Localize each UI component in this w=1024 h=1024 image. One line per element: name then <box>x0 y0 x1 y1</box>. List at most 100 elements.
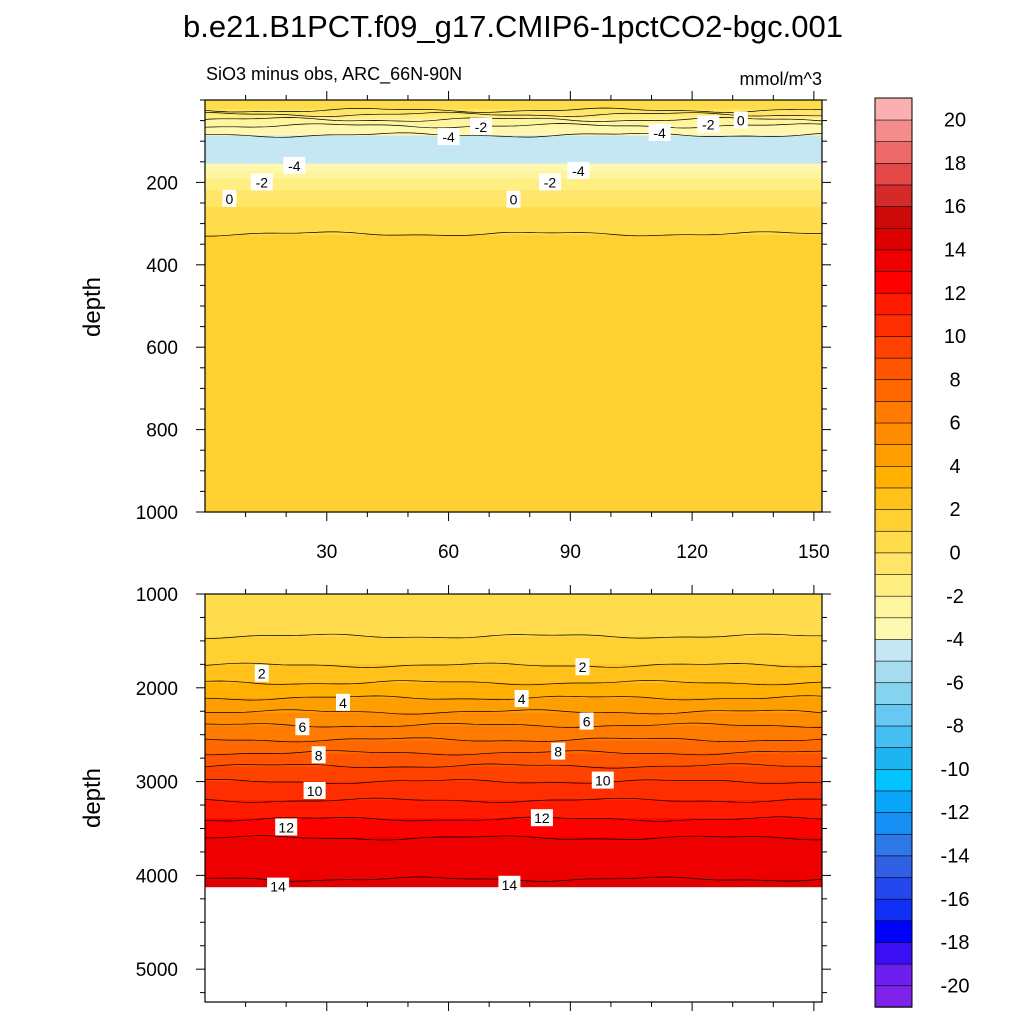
contour-band <box>205 857 822 860</box>
contour-band <box>205 425 822 429</box>
contour-band <box>205 169 822 172</box>
contour-band <box>205 296 822 300</box>
contour-band <box>205 675 822 679</box>
contour-label: 0 <box>510 192 518 208</box>
contour-label: -2 <box>544 174 557 190</box>
contour-band <box>205 422 822 425</box>
contour-label-box <box>295 718 310 736</box>
contour-band <box>205 823 822 827</box>
contour-label: 10 <box>307 783 323 799</box>
contour-band <box>205 180 822 183</box>
contour-band <box>205 640 822 643</box>
y-tick-label: 600 <box>146 338 178 359</box>
colorbar-swatch <box>874 811 913 835</box>
contour-band <box>205 330 822 333</box>
contour-band <box>205 423 822 427</box>
contour-band <box>205 684 822 688</box>
contour-band <box>205 371 822 375</box>
contour-band <box>205 382 822 386</box>
contour-band <box>205 341 822 345</box>
contour-band <box>205 320 822 324</box>
contour-band <box>205 785 822 788</box>
contour-band <box>205 418 822 421</box>
contour-band <box>205 762 822 766</box>
contour-band <box>205 478 822 481</box>
contour-band <box>205 268 822 272</box>
contour-band <box>205 113 822 116</box>
contour-band <box>205 410 822 414</box>
contour-band <box>205 304 822 307</box>
contour-label-box <box>551 742 566 760</box>
contour-band <box>205 500 822 504</box>
contour-band <box>205 167 822 170</box>
contour-band <box>205 666 822 669</box>
contour-band <box>205 798 822 801</box>
contour-band <box>205 493 822 496</box>
contour-band <box>205 820 822 823</box>
contour-band <box>205 508 822 511</box>
colorbar-swatch <box>874 292 913 316</box>
upper-axes: 30 60 90 120 150 200 400 600 800 1000 <box>136 91 831 563</box>
contour-band <box>205 395 822 399</box>
colorbar-swatch <box>874 530 913 554</box>
upper-contour-lines <box>204 107 823 237</box>
contour-band <box>205 105 822 109</box>
contour-band <box>205 629 822 632</box>
contour-band <box>205 455 822 459</box>
contour-band <box>205 736 822 740</box>
contour-label-box <box>283 156 306 174</box>
contour-band <box>205 291 822 294</box>
contour-band <box>205 872 822 875</box>
x-tick-label: 120 <box>676 542 708 563</box>
contour-band <box>205 165 822 169</box>
contour-band <box>205 632 822 636</box>
colorbar-swatch <box>874 140 913 164</box>
contour-band <box>205 379 822 382</box>
y-tick-label: 1000 <box>136 503 178 524</box>
contour-band <box>205 772 822 775</box>
contour-band <box>205 156 822 159</box>
contour-band <box>205 120 822 124</box>
colorbar-swatch <box>874 920 913 943</box>
contour-band <box>205 844 822 847</box>
contour-band <box>205 311 822 315</box>
contour-band <box>205 692 822 695</box>
contour-band <box>205 283 822 286</box>
contour-band <box>205 350 822 354</box>
colorbar-swatch <box>874 638 913 662</box>
colorbar-swatch <box>874 227 913 251</box>
contour-band <box>205 723 822 727</box>
contour-band <box>205 799 822 803</box>
contour-band <box>205 694 822 697</box>
contour-band <box>205 274 822 277</box>
colorbar-label: 16 <box>944 196 966 218</box>
contour-band <box>205 186 822 189</box>
colorbar-label: -8 <box>946 716 964 738</box>
contour-band <box>205 623 822 627</box>
contour-label-box <box>303 782 326 799</box>
colorbar-label: 10 <box>944 326 966 348</box>
contour-band <box>205 232 822 236</box>
contour-label: -2 <box>256 174 269 190</box>
contour-line <box>204 111 822 118</box>
contour-band <box>205 212 822 215</box>
contour-band <box>205 491 822 494</box>
contour-band <box>205 644 822 647</box>
contour-label-box <box>336 693 350 711</box>
contour-band <box>205 440 822 444</box>
contour-band <box>205 373 822 376</box>
contour-line <box>204 633 822 639</box>
contour-band <box>205 497 822 500</box>
contour-label: 14 <box>502 877 518 893</box>
contour-band <box>205 442 822 446</box>
contour-band <box>205 261 822 264</box>
colorbar-label: 18 <box>944 153 966 175</box>
contour-label-box <box>697 115 720 133</box>
contour-band <box>205 206 822 210</box>
contour-band <box>205 279 822 283</box>
contour-band <box>205 606 822 610</box>
contour-band <box>205 498 822 502</box>
contour-band <box>205 139 822 142</box>
contour-band <box>205 313 822 316</box>
